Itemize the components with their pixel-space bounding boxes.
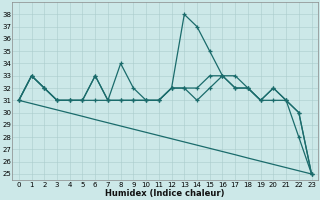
X-axis label: Humidex (Indice chaleur): Humidex (Indice chaleur)	[106, 189, 225, 198]
